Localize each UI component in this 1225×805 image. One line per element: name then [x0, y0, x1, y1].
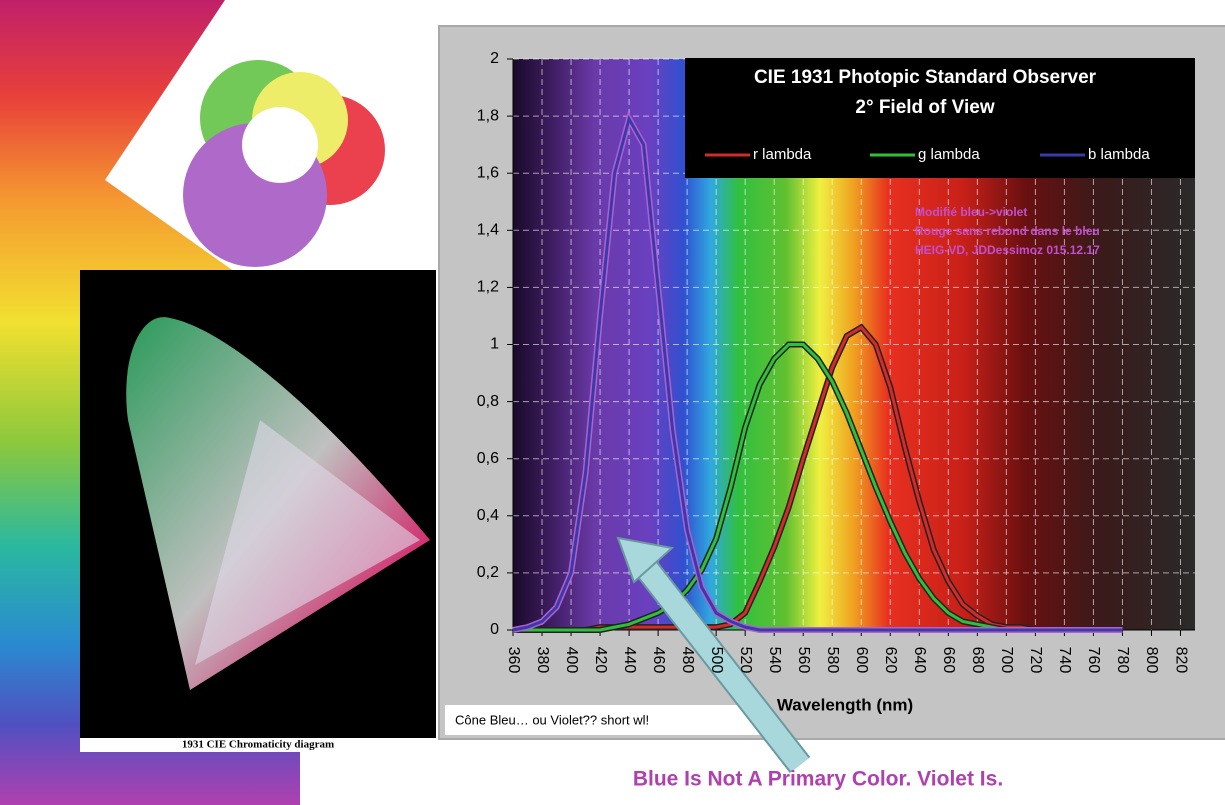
y-tick-label: 1,6 — [477, 164, 499, 181]
x-tick-label: 620 — [882, 647, 899, 674]
x-tick-label: 600 — [853, 647, 870, 674]
y-tick-label: 0,6 — [477, 450, 499, 467]
annotation: Modifié bleu->violet — [915, 205, 1027, 219]
caption: Blue Is Not A Primary Color. Violet Is. — [633, 768, 1003, 791]
y-tick-label: 0,8 — [477, 393, 499, 410]
x-tick-label: 720 — [1027, 647, 1044, 674]
x-axis-label: Wavelength (nm) — [777, 695, 913, 714]
x-tick-label: 740 — [1056, 647, 1073, 674]
x-tick-label: 820 — [1172, 647, 1189, 674]
y-tick-label: 1,2 — [477, 279, 499, 296]
y-tick-label: 1,8 — [477, 107, 499, 124]
y-tick-label: 1 — [490, 336, 499, 353]
x-tick-label: 460 — [650, 647, 667, 674]
legend-label: g lambda — [918, 146, 980, 163]
x-tick-label: 580 — [824, 647, 841, 674]
annotation: Rouge sans rebond dans le bleu — [915, 224, 1100, 238]
x-tick-label: 400 — [563, 647, 580, 674]
x-tick-label: 480 — [679, 647, 696, 674]
annotation: HEIG-VD, JDDessimoz 015.12.17 — [915, 243, 1100, 257]
x-tick-label: 520 — [737, 647, 754, 674]
x-tick-label: 760 — [1085, 647, 1102, 674]
y-tick-label: 0,2 — [477, 564, 499, 581]
y-tick-label: 0 — [490, 621, 499, 638]
x-tick-label: 360 — [505, 647, 522, 674]
x-tick-label: 380 — [534, 647, 551, 674]
y-tick-label: 1,4 — [477, 222, 499, 239]
slide: 1931 CIE Chromaticity diagram CIE 1931 P… — [0, 0, 1225, 805]
x-tick-label: 660 — [940, 647, 957, 674]
x-tick-label: 440 — [621, 647, 638, 674]
x-tick-label: 420 — [592, 647, 609, 674]
chart-title: CIE 1931 Photopic Standard Observer — [754, 67, 1097, 88]
x-tick-label: 780 — [1114, 647, 1131, 674]
x-tick-label: 540 — [766, 647, 783, 674]
x-tick-label: 500 — [708, 647, 725, 674]
note-text: Cône Bleu… ou Violet?? short wl! — [455, 712, 649, 727]
legend-label: r lambda — [753, 146, 812, 163]
x-tick-label: 800 — [1143, 647, 1160, 674]
y-tick-label: 0,4 — [477, 507, 499, 524]
x-tick-label: 680 — [969, 647, 986, 674]
legend-label: b lambda — [1088, 146, 1150, 163]
x-tick-label: 640 — [911, 647, 928, 674]
inset-caption: 1931 CIE Chromaticity diagram — [182, 739, 334, 751]
y-tick-label: 2 — [490, 50, 499, 67]
x-tick-label: 560 — [795, 647, 812, 674]
x-tick-label: 700 — [998, 647, 1015, 674]
chart-subtitle: 2° Field of View — [855, 97, 994, 118]
